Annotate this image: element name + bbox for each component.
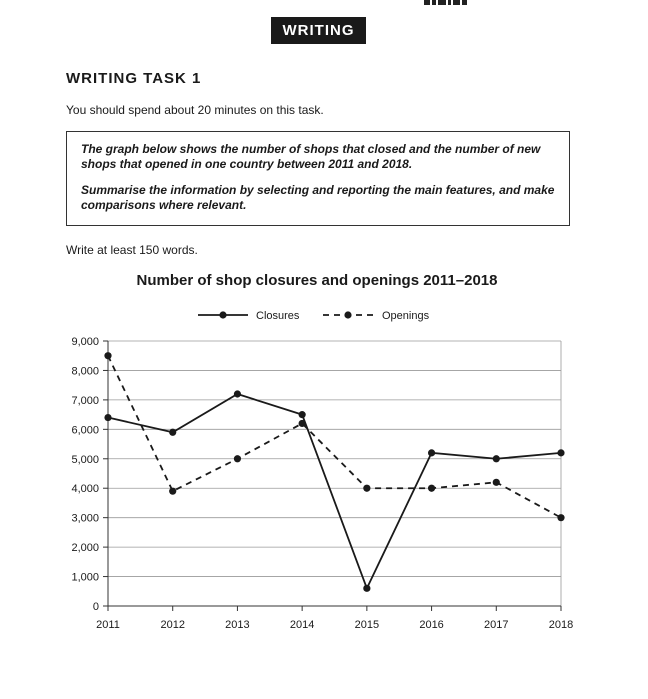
prompt-box: The graph below shows the number of shop…	[66, 131, 570, 226]
data-point-openings	[363, 484, 371, 492]
y-tick-label: 3,000	[71, 513, 99, 525]
data-point-closures	[298, 411, 306, 419]
y-tick-label: 1,000	[71, 572, 99, 584]
data-point-openings	[427, 484, 436, 492]
prompt-text-instruction: Summarise the information by selecting a…	[81, 183, 555, 212]
data-point-closures	[557, 449, 565, 457]
data-point-closures	[427, 449, 436, 457]
section-label: WRITING	[271, 17, 366, 44]
y-tick-label: 0	[93, 601, 99, 613]
data-point-closures	[492, 455, 500, 463]
legend-marker-openings	[344, 311, 352, 319]
x-tick-label: 2012	[160, 619, 184, 631]
data-point-openings	[492, 478, 500, 486]
x-tick-label: 2015	[355, 619, 379, 631]
y-tick-label: 2,000	[71, 542, 99, 554]
legend-label-closures: Closures	[256, 310, 300, 322]
chart-legend: Closures Openings	[198, 310, 430, 322]
line-chart: Number of shop closures and openings 201…	[71, 272, 573, 631]
task-title: WRITING TASK 1	[66, 70, 202, 87]
data-point-closures	[169, 428, 177, 436]
y-tick-label: 6,000	[71, 424, 99, 436]
data-point-closures	[233, 390, 242, 398]
y-tick-label: 7,000	[71, 395, 99, 407]
x-tick-label: 2011	[96, 619, 120, 631]
data-point-openings	[169, 487, 177, 495]
x-tick-label: 2013	[225, 619, 249, 631]
chart-title: Number of shop closures and openings 201…	[137, 272, 498, 289]
x-tick-label: 2017	[484, 619, 508, 631]
x-tick-label: 2018	[549, 619, 573, 631]
y-tick-label: 8,000	[71, 365, 99, 377]
series-line-closures	[107, 393, 562, 591]
data-point-openings	[104, 352, 112, 360]
x-tick-label: 2016	[419, 619, 443, 631]
time-note: You should spend about 20 minutes on thi…	[66, 103, 324, 117]
data-point-openings	[557, 514, 565, 522]
y-tick-label: 4,000	[71, 483, 99, 495]
qr-code-fragment	[424, 0, 470, 5]
legend-label-openings: Openings	[382, 310, 430, 322]
x-tick-label: 2014	[290, 619, 314, 631]
series-line-openings	[107, 355, 562, 519]
data-point-openings	[298, 419, 306, 428]
data-point-openings	[233, 455, 242, 463]
y-tick-label: 9,000	[71, 336, 99, 348]
data-point-closures	[104, 413, 112, 422]
data-point-closures	[363, 584, 371, 592]
prompt-text-description: The graph below shows the number of shop…	[81, 142, 541, 171]
y-tick-label: 5,000	[71, 454, 99, 466]
word-count-note: Write at least 150 words.	[66, 243, 198, 257]
plot-area: 0 1,000 2,000 3,000 4,000 5,000 6,000 7,000 8,00…	[71, 336, 573, 631]
legend-marker-closures	[219, 311, 227, 319]
